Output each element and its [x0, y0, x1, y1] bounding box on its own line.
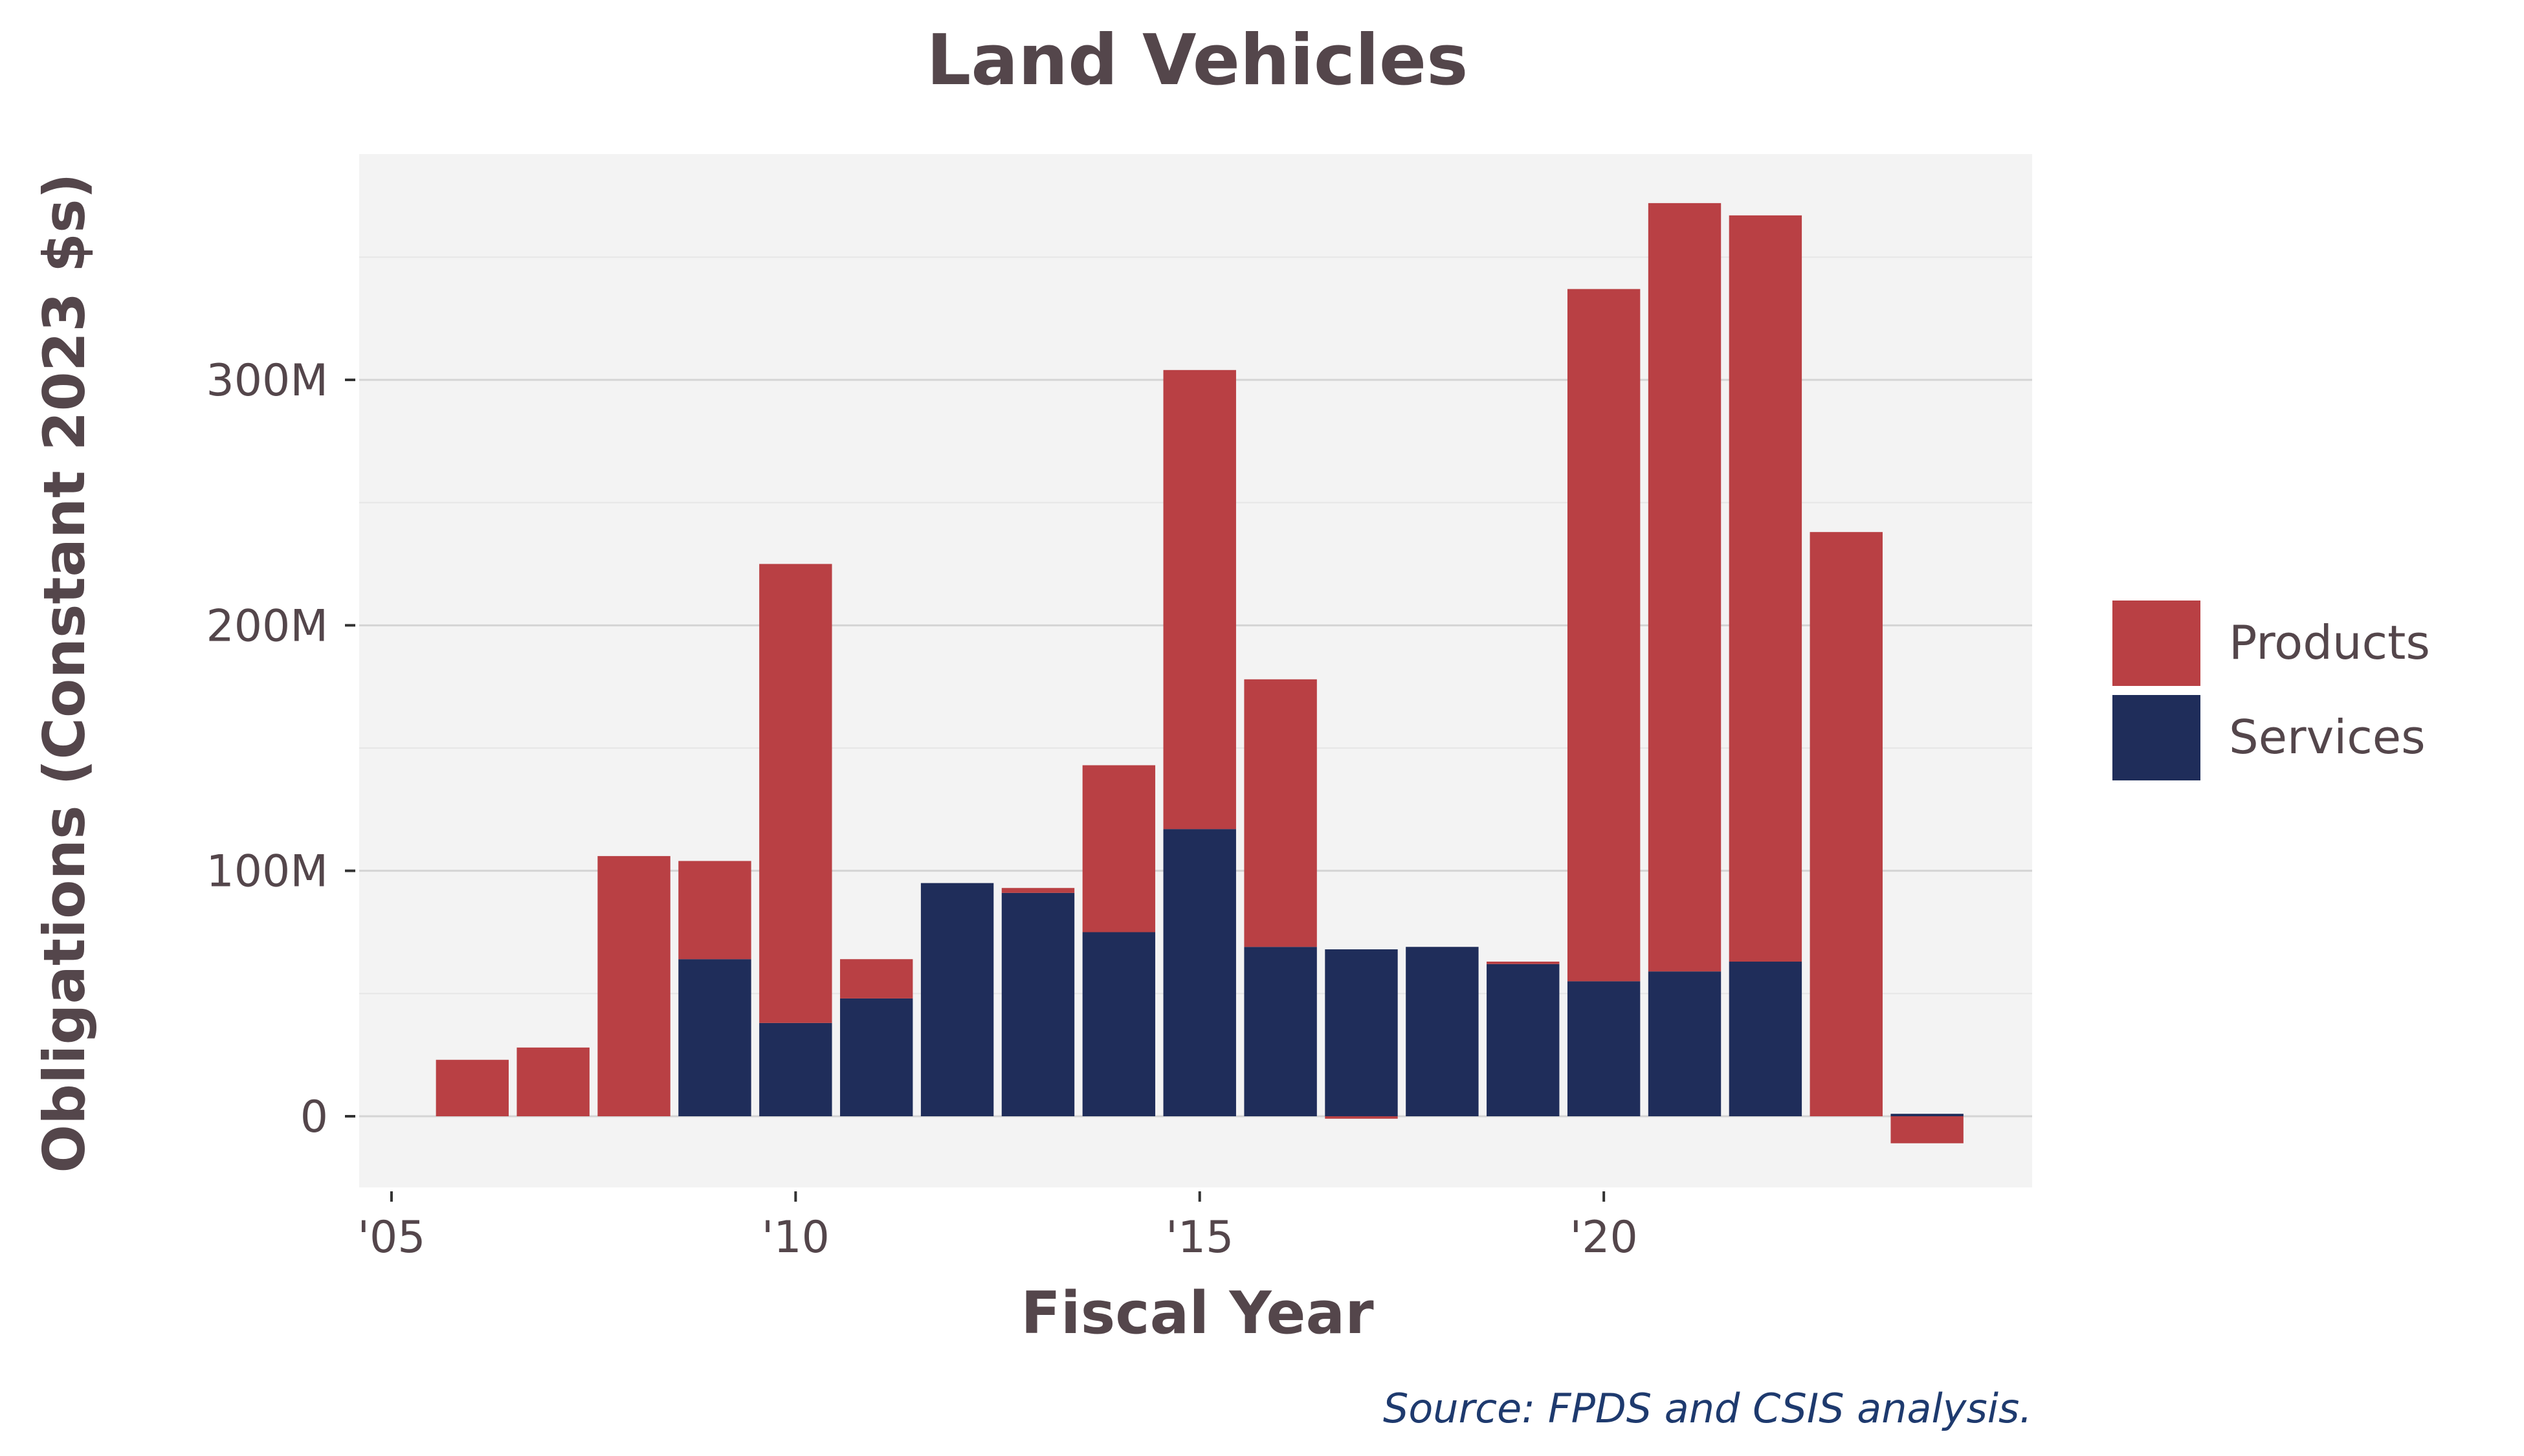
bar-products-2007	[516, 1047, 590, 1116]
bar-products-2011	[840, 959, 913, 998]
bar-products-2024	[1890, 1116, 1964, 1143]
bar-services-2019	[1487, 964, 1560, 1116]
bar-services-2020	[1567, 981, 1641, 1116]
y-tick-label: 200M	[206, 601, 328, 652]
bar-products-2020	[1567, 289, 1641, 982]
legend-swatch-services	[2110, 692, 2203, 783]
bar-products-2008	[597, 855, 670, 1116]
bar-services-2018	[1406, 947, 1479, 1116]
bar-services-2021	[1648, 971, 1721, 1116]
bar-products-2013	[1001, 888, 1075, 893]
bar-products-2015	[1163, 370, 1236, 830]
bar-services-2013	[1001, 892, 1075, 1116]
bar-products-2021	[1648, 203, 1721, 972]
y-axis-title: Obligations (Constant 2023 $s)	[31, 173, 98, 1173]
x-tick-label: '20	[1570, 1212, 1638, 1263]
bar-services-2009	[678, 959, 751, 1116]
bar-products-2022	[1729, 215, 1802, 962]
bar-services-2016	[1244, 947, 1317, 1116]
bar-products-2019	[1487, 962, 1560, 964]
x-tick-label: '05	[357, 1212, 425, 1263]
legend: Products Services	[2110, 598, 2430, 783]
legend-label-services: Services	[2229, 710, 2426, 764]
bars	[436, 203, 1964, 1143]
y-tick-label: 0	[300, 1092, 328, 1143]
axes: 0 100M 200M 300M '05 '10 '15 '20	[206, 355, 1638, 1263]
x-axis-title: Fiscal Year	[1021, 1279, 1374, 1347]
y-tick-label: 300M	[206, 355, 328, 406]
bar-services-2012	[920, 883, 994, 1116]
bar-services-2010	[759, 1022, 832, 1116]
bar-products-2016	[1244, 679, 1317, 947]
bar-services-2022	[1729, 962, 1802, 1116]
legend-label-products: Products	[2229, 615, 2430, 670]
bar-services-2014	[1082, 932, 1156, 1116]
x-tick-label: '15	[1166, 1212, 1234, 1263]
bar-products-2017	[1325, 1116, 1398, 1119]
chart-title: Land Vehicles	[927, 20, 1468, 101]
x-tick-label: '10	[762, 1212, 830, 1263]
bar-services-2017	[1325, 949, 1398, 1116]
bar-products-2006	[436, 1059, 509, 1116]
y-tick-label: 100M	[206, 846, 328, 898]
bar-services-2024	[1890, 1114, 1964, 1116]
legend-swatch-products	[2110, 598, 2203, 689]
bar-products-2014	[1082, 765, 1156, 932]
bar-products-2010	[759, 564, 832, 1023]
source-caption: Source: FPDS and CSIS analysis.	[1383, 1385, 2032, 1432]
bar-services-2011	[840, 998, 913, 1116]
bar-products-2009	[678, 861, 751, 960]
bar-services-2015	[1163, 829, 1236, 1116]
bar-products-2023	[1810, 532, 1883, 1116]
